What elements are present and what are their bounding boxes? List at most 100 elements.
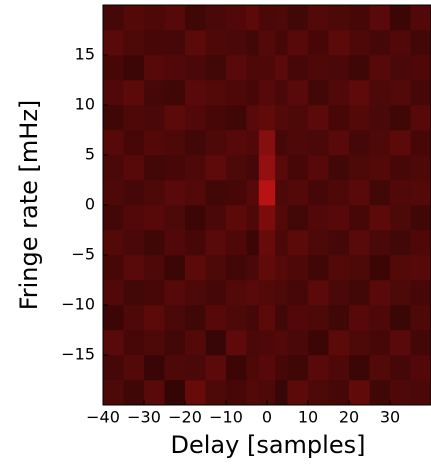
x-tick-label: 20 bbox=[339, 408, 359, 427]
heatmap-cell bbox=[275, 330, 288, 356]
heatmap-cell bbox=[103, 205, 124, 231]
y-tick-label: 0 bbox=[85, 195, 95, 214]
heatmap-cell bbox=[349, 355, 370, 381]
heatmap-cell bbox=[185, 105, 206, 131]
heatmap-cell bbox=[164, 130, 186, 156]
heatmap-cell bbox=[390, 55, 411, 81]
heatmap-cell bbox=[164, 330, 186, 356]
heatmap-cell bbox=[226, 180, 247, 206]
heatmap-cell bbox=[164, 355, 186, 381]
heatmap-cell bbox=[185, 205, 206, 231]
heatmap-cell bbox=[103, 30, 124, 56]
heatmap-cell bbox=[164, 105, 186, 131]
heatmap-cell bbox=[328, 5, 350, 31]
y-tick-label: 15 bbox=[75, 45, 95, 64]
heatmap-cell bbox=[226, 230, 247, 256]
heatmap-cell bbox=[390, 130, 411, 156]
heatmap-cell bbox=[123, 230, 145, 256]
heatmap-cell bbox=[287, 255, 309, 281]
heatmap-cell bbox=[185, 130, 206, 156]
heatmap-cell bbox=[369, 305, 391, 331]
heatmap-cell bbox=[144, 305, 165, 331]
heatmap-cell bbox=[369, 230, 391, 256]
heatmap-cell bbox=[390, 105, 411, 131]
heatmap-cell bbox=[258, 305, 276, 331]
heatmap-cell bbox=[164, 305, 186, 331]
heatmap-cell bbox=[144, 255, 165, 281]
heatmap-cell bbox=[144, 5, 165, 31]
heatmap-cell bbox=[144, 380, 165, 406]
x-tick-label: 10 bbox=[298, 408, 318, 427]
heatmap-cell bbox=[328, 80, 350, 106]
heatmap-cell bbox=[390, 280, 411, 306]
heatmap-cell bbox=[103, 380, 124, 406]
heatmap-cell bbox=[349, 230, 370, 256]
heatmap-cell bbox=[144, 355, 165, 381]
heatmap-cell bbox=[287, 5, 309, 31]
heatmap-cell bbox=[144, 205, 165, 231]
heatmap-cell bbox=[205, 205, 227, 231]
heatmap-cell bbox=[369, 380, 391, 406]
heatmap-cell bbox=[275, 105, 288, 131]
heatmap-cell bbox=[308, 105, 329, 131]
x-tick-label: 30 bbox=[380, 408, 400, 427]
heatmap-cell bbox=[258, 130, 276, 156]
x-tick-label: −20 bbox=[168, 408, 202, 427]
heatmap-cell bbox=[123, 130, 145, 156]
heatmap-cell bbox=[185, 255, 206, 281]
x-tick-label: −30 bbox=[127, 408, 161, 427]
heatmap-cell bbox=[258, 30, 276, 56]
heatmap-cell bbox=[308, 155, 329, 181]
heatmap-cell bbox=[258, 230, 276, 256]
heatmap-cell bbox=[308, 80, 329, 106]
heatmap-cell bbox=[258, 155, 276, 181]
heatmap-cell bbox=[226, 280, 247, 306]
heatmap-cell bbox=[258, 380, 276, 406]
heatmap-cell bbox=[226, 205, 247, 231]
heatmap-cell bbox=[246, 155, 260, 181]
y-axis-label: Fringe rate [mHz] bbox=[15, 100, 43, 311]
heatmap-cell bbox=[123, 355, 145, 381]
heatmap-cell bbox=[226, 105, 247, 131]
heatmap-cell bbox=[205, 80, 227, 106]
heatmap-cell bbox=[226, 30, 247, 56]
heatmap-cell bbox=[287, 330, 309, 356]
heatmap-cell bbox=[164, 155, 186, 181]
heatmap-cell bbox=[275, 305, 288, 331]
heatmap-cell bbox=[164, 55, 186, 81]
heatmap-cell bbox=[390, 30, 411, 56]
heatmap-cell bbox=[205, 105, 227, 131]
heatmap-cell bbox=[287, 30, 309, 56]
heatmap-cell bbox=[369, 55, 391, 81]
heatmap-cell bbox=[205, 130, 227, 156]
heatmap-cell bbox=[410, 155, 431, 181]
heatmap-cell bbox=[369, 5, 391, 31]
heatmap-cell bbox=[164, 80, 186, 106]
heatmap-cell bbox=[185, 180, 206, 206]
heatmap-cell bbox=[287, 230, 309, 256]
heatmap-cell bbox=[205, 305, 227, 331]
heatmap-cell bbox=[258, 80, 276, 106]
heatmap-cell bbox=[258, 105, 276, 131]
heatmap-cell bbox=[308, 205, 329, 231]
heatmap-cell bbox=[144, 130, 165, 156]
heatmap-cell bbox=[287, 380, 309, 406]
heatmap-cell bbox=[390, 5, 411, 31]
heatmap-cell bbox=[123, 105, 145, 131]
heatmap-cell bbox=[275, 155, 288, 181]
heatmap-cell bbox=[328, 380, 350, 406]
heatmap-cell bbox=[308, 280, 329, 306]
heatmap-cell bbox=[410, 5, 431, 31]
heatmap-cell bbox=[246, 230, 260, 256]
heatmap-cell bbox=[410, 180, 431, 206]
heatmap-cell bbox=[287, 180, 309, 206]
heatmap-cell bbox=[349, 305, 370, 331]
y-tick-label: 5 bbox=[85, 145, 95, 164]
heatmap-cell bbox=[369, 205, 391, 231]
heatmap-cell bbox=[144, 230, 165, 256]
y-tick-label: 10 bbox=[75, 95, 95, 114]
heatmap-cell bbox=[246, 380, 260, 406]
heatmap-cell bbox=[144, 280, 165, 306]
heatmap-cell bbox=[205, 355, 227, 381]
